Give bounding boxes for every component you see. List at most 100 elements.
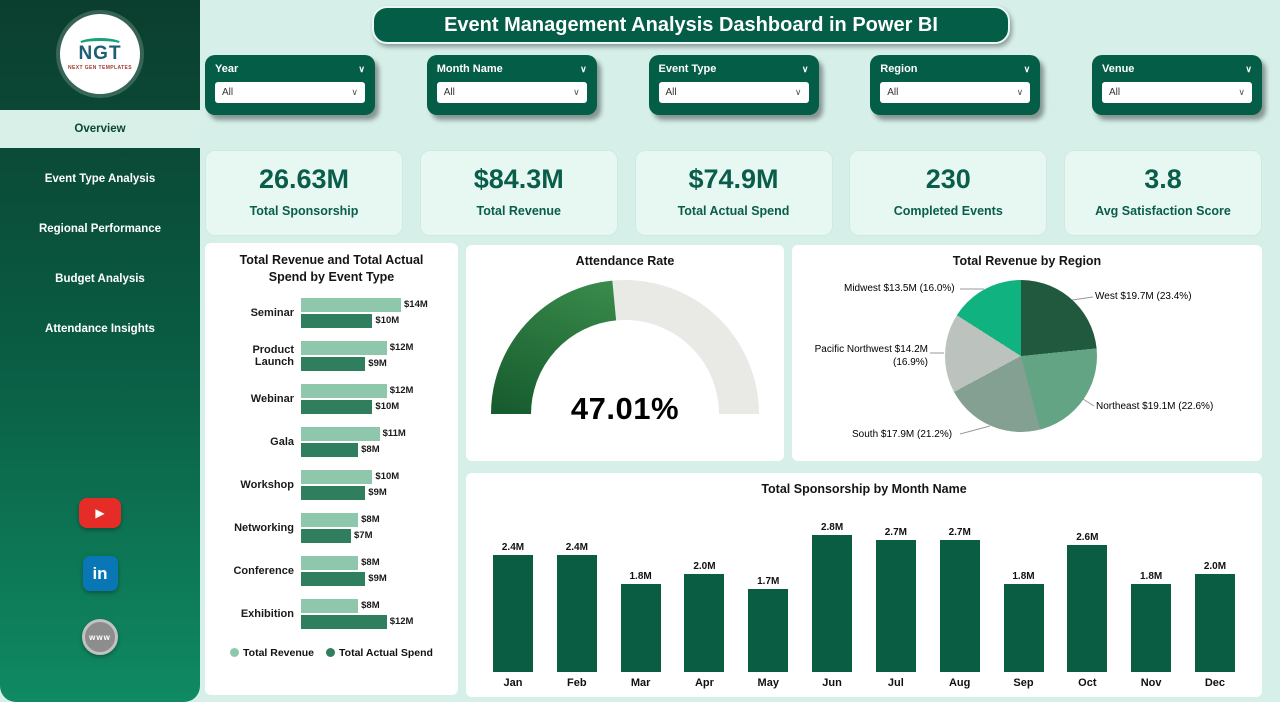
filter-dropdown[interactable]: All ∨ [436, 82, 587, 103]
column-bar[interactable] [1067, 544, 1108, 672]
column-bar[interactable] [620, 583, 661, 672]
bar-line: $10M [301, 399, 454, 414]
bar-value-label: $11M [382, 428, 406, 440]
sponsorship-by-month-chart: Total Sponsorship by Month Name 2.4M Jan 2… [466, 473, 1262, 697]
column-value-label: 1.7M [757, 575, 780, 587]
bar-total-revenue[interactable] [301, 383, 387, 398]
pie-label-northeast: Northeast $19.1M (22.6%) [1096, 401, 1214, 412]
bar-total-revenue[interactable] [301, 426, 380, 441]
kpi-label: Avg Satisfaction Score [1095, 204, 1231, 218]
pie-leader-lines [930, 288, 1095, 435]
month-label: Aug [948, 677, 971, 689]
chevron-down-icon[interactable]: ∨ [351, 87, 358, 97]
column-bar[interactable] [875, 539, 916, 672]
bar-total-actual-spend[interactable] [301, 442, 359, 457]
bar-total-actual-spend[interactable] [301, 614, 387, 629]
bar-value-label: $8M [361, 600, 380, 612]
bar-category-label: Seminar [250, 306, 294, 319]
chevron-down-icon[interactable]: ∨ [1238, 87, 1245, 97]
bar-value-label: $8M [361, 557, 380, 569]
bar-total-revenue[interactable] [301, 598, 359, 613]
chevron-down-icon[interactable]: ∨ [573, 87, 580, 97]
bar-total-revenue[interactable] [301, 469, 373, 484]
column-bar[interactable] [812, 535, 853, 672]
web-globe-icon[interactable]: www [82, 619, 118, 655]
bar-total-revenue[interactable] [301, 555, 359, 570]
bar-total-actual-spend[interactable] [301, 485, 366, 500]
linkedin-icon[interactable]: in [82, 556, 118, 591]
column-bar[interactable] [1003, 583, 1044, 672]
chevron-down-icon[interactable]: ∨ [358, 63, 365, 74]
month-column-may: 1.7M May [745, 505, 791, 689]
filter-region: Region ∨ All ∨ [870, 55, 1041, 115]
column-bar[interactable] [556, 554, 597, 672]
filter-dropdown[interactable]: All ∨ [215, 82, 365, 103]
chevron-down-icon[interactable]: ∨ [794, 87, 802, 97]
chevron-down-icon[interactable]: ∨ [1016, 87, 1024, 97]
filter-selected-value: All [443, 87, 455, 98]
bar-total-actual-spend[interactable] [301, 356, 366, 371]
filter-label: Event Type [658, 63, 717, 75]
bar-line: $9M [301, 356, 454, 371]
bar-total-actual-spend[interactable] [301, 313, 373, 328]
chevron-down-icon[interactable]: ∨ [1245, 63, 1252, 74]
bar-category-label: Conference [233, 564, 294, 577]
legend-item-total-revenue: Total Revenue [230, 647, 314, 659]
youtube-icon[interactable]: ▶ [79, 498, 121, 528]
chevron-down-icon[interactable]: ∨ [801, 63, 809, 74]
bar-total-actual-spend[interactable] [301, 399, 373, 414]
month-label: Jan [503, 677, 523, 689]
column-bar[interactable] [1131, 583, 1172, 672]
filter-header: Event Type ∨ [659, 63, 809, 75]
month-label: Mar [630, 677, 651, 689]
chevron-down-icon[interactable]: ∨ [1023, 63, 1031, 74]
month-label: Feb [567, 677, 587, 689]
logo-text: NGT [78, 42, 122, 64]
bar-value-label: $10M [375, 471, 400, 483]
filter-selected-value: All [665, 87, 677, 98]
event-type-legend: Total Revenue Total Actual Spend [205, 647, 458, 659]
filter-dropdown[interactable]: All ∨ [658, 82, 809, 103]
chart-title: Total Revenue and Total Actual Spend by … [239, 253, 424, 284]
column-bar[interactable] [1194, 574, 1235, 672]
filter-header: Region ∨ [880, 63, 1030, 75]
filter-dropdown[interactable]: All ∨ [1102, 82, 1252, 103]
bar-total-revenue[interactable] [301, 512, 359, 527]
sidebar-item-budget-analysis[interactable]: Budget Analysis [55, 273, 145, 285]
logo-subtext: NEXT GEN TEMPLATES [67, 64, 133, 71]
chart-title: Attendance Rate [575, 254, 675, 268]
column-bar[interactable] [939, 539, 980, 672]
bar-total-actual-spend[interactable] [301, 571, 366, 586]
bar-line: $10M [301, 313, 454, 328]
month-label: Dec [1204, 677, 1226, 689]
pie-label-midwest: Midwest $13.5M (16.0%) [844, 283, 955, 294]
region-pie[interactable] [945, 280, 1097, 432]
bar-value-label: $8M [361, 514, 380, 526]
kpi-total-sponsorship: 26.63M Total Sponsorship [205, 150, 403, 236]
chart-title: Total Sponsorship by Month Name [761, 482, 967, 496]
gauge-fill-arc [491, 280, 759, 415]
month-label: Oct [1078, 677, 1097, 689]
sidebar-item-event-type-analysis[interactable]: Event Type Analysis [44, 173, 156, 185]
bar-total-revenue[interactable] [301, 297, 401, 312]
month-column-oct: 2.6M Oct [1064, 505, 1110, 689]
filter-label: Region [880, 63, 918, 75]
filter-header: Year ∨ [215, 63, 365, 75]
month-column-feb: 2.4M Feb [554, 505, 600, 689]
column-bar[interactable] [684, 574, 725, 672]
bar-total-actual-spend[interactable] [301, 528, 351, 543]
kpi-label: Total Actual Spend [677, 204, 790, 218]
sidebar-item-regional-performance[interactable]: Regional Performance [38, 223, 162, 235]
month-column-apr: 2.0M Apr [681, 505, 727, 689]
column-bar[interactable] [493, 554, 533, 672]
bar-pair: $8M $9M [301, 555, 454, 586]
column-bar[interactable] [748, 588, 789, 672]
sidebar-item-attendance-insights[interactable]: Attendance Insights [45, 323, 155, 335]
bar-group-workshop: Workshop $10M $9M [211, 469, 454, 500]
chevron-down-icon[interactable]: ∨ [580, 63, 587, 74]
filter-dropdown[interactable]: All ∨ [880, 82, 1031, 103]
sidebar-item-overview[interactable]: Overview [0, 110, 200, 148]
bar-pair: $14M $10M [301, 297, 454, 328]
bar-total-revenue[interactable] [301, 340, 387, 355]
legend-label: Total Revenue [243, 646, 315, 659]
